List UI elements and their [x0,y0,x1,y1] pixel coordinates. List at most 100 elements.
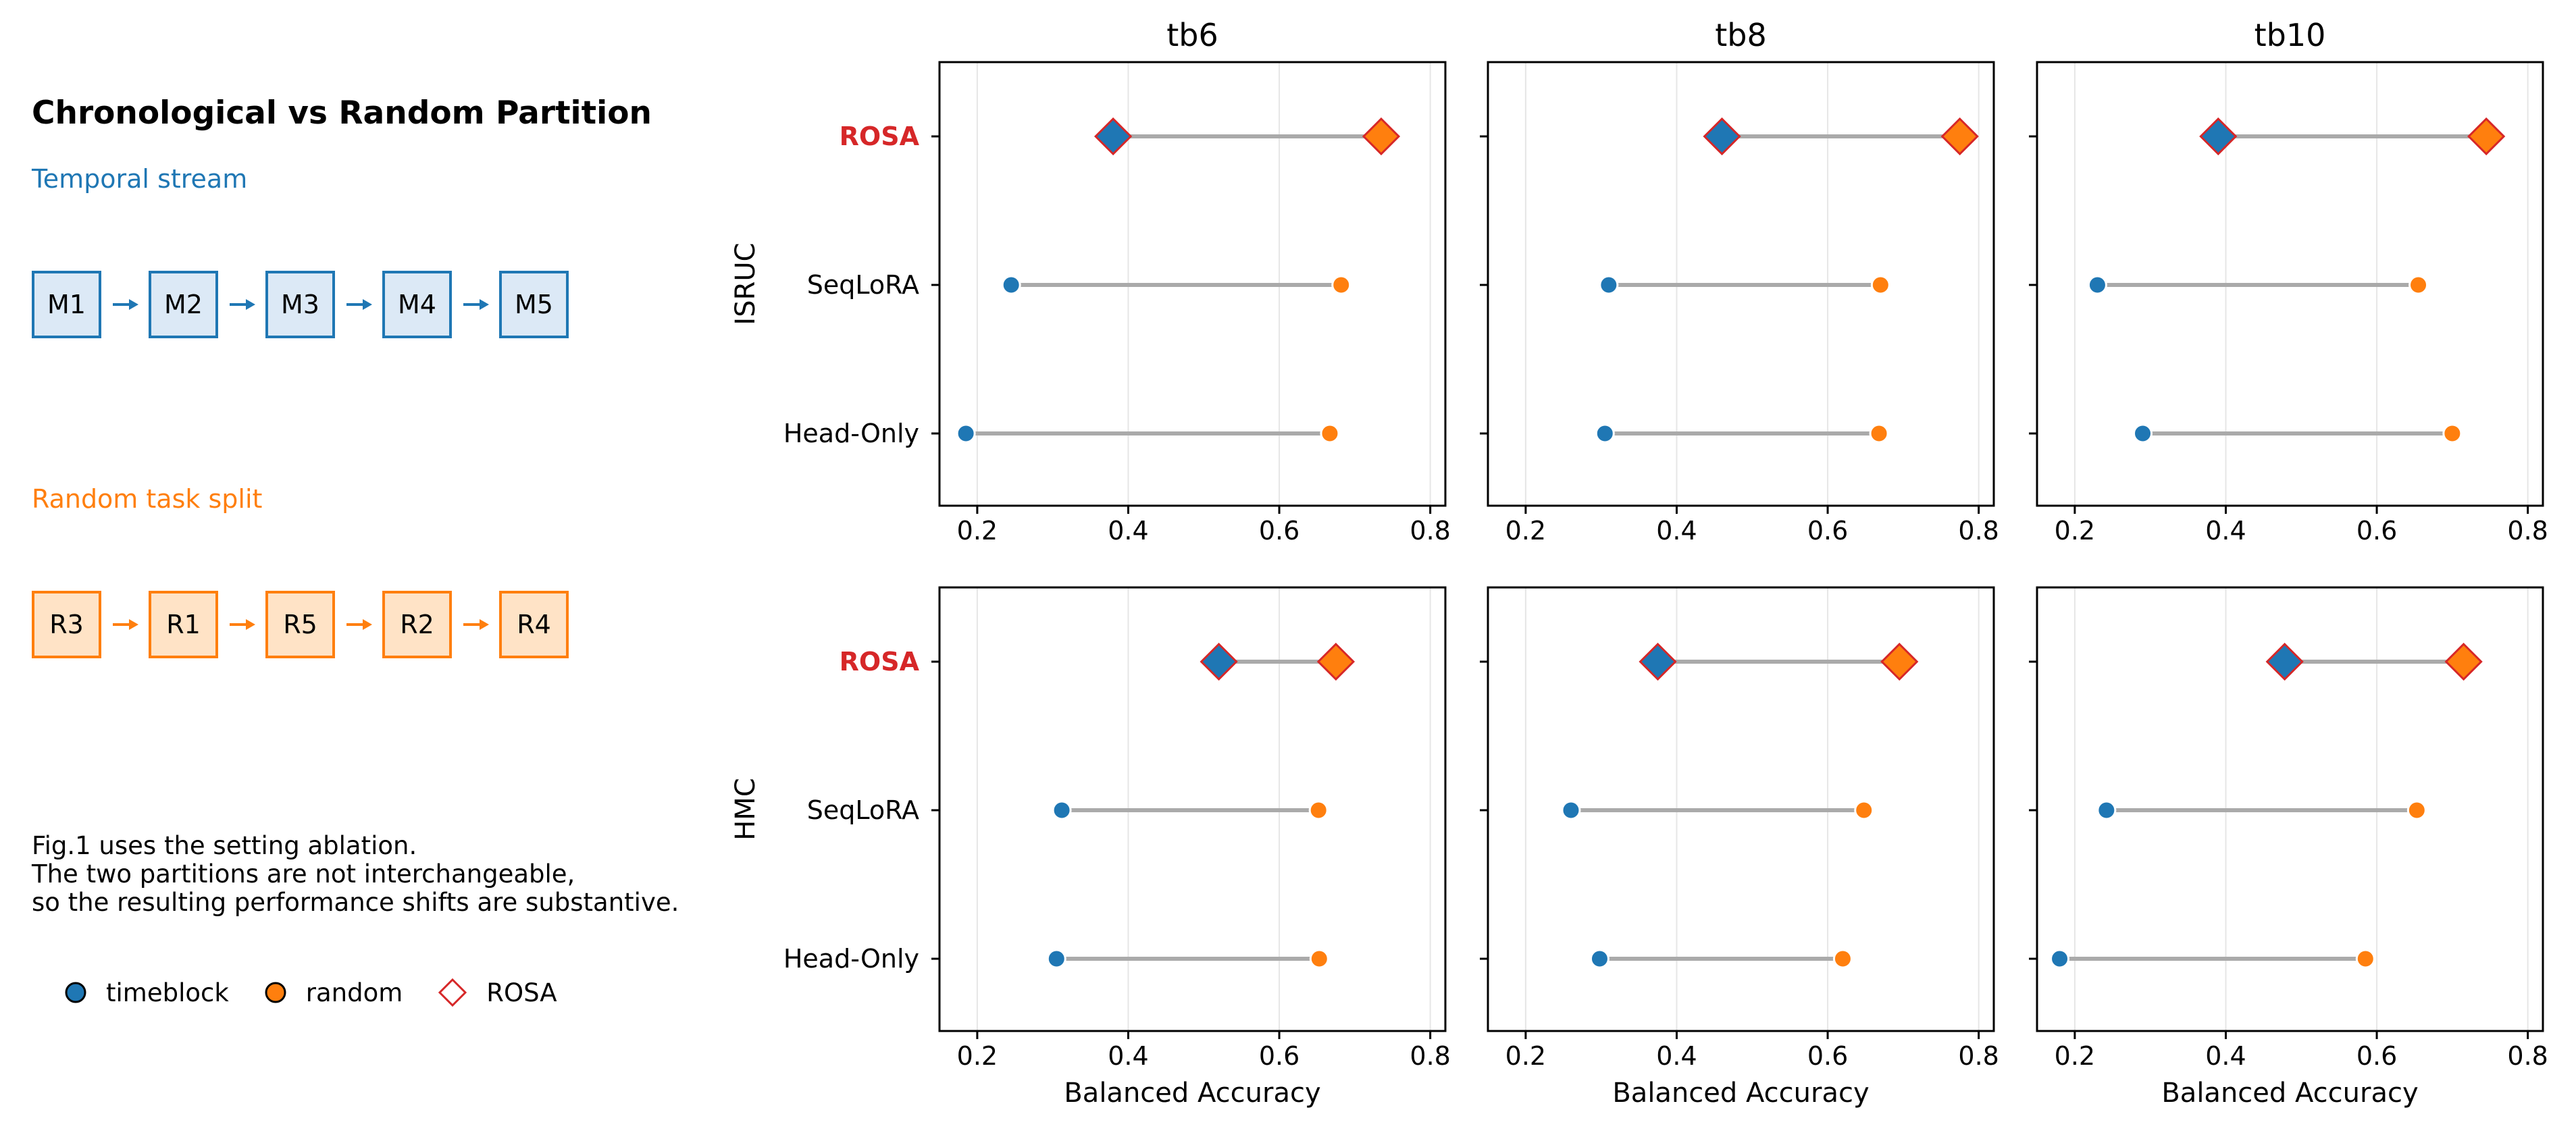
method-label: Head-Only [783,419,919,448]
random-marker-icon [265,982,286,1003]
x-tick-label: 0.4 [2205,1041,2246,1071]
temporal-box-m2: M2 [149,271,218,338]
random-point [2408,275,2429,295]
temporal-stream-flow: M1 M2 M3 M4 M5 [32,271,569,338]
random-point [1331,275,1351,295]
legend: timeblock random ROSA [64,978,592,1007]
x-tick-label: 0.2 [2055,1041,2095,1071]
x-tick-label: 0.4 [1108,1041,1148,1071]
timeblock-point [1052,800,1072,820]
rosa-random-marker [2467,117,2506,156]
rosa-timeblock-marker [1639,642,1677,681]
legend-label: timeblock [106,978,229,1007]
arrow-right-icon [101,271,149,338]
method-label: SeqLoRA [807,270,919,300]
temporal-box-m1: M1 [32,271,101,338]
rosa-timeblock-marker [1703,117,1741,156]
random-point [2406,800,2427,820]
panel-isruc-tb8: 0.2 0.4 0.6 0.8 tb8 [1480,17,1999,546]
random-box-r1: R1 [149,591,218,658]
legend-label: ROSA [486,978,557,1007]
timeblock-point [1589,949,1609,969]
rosa-random-marker [1940,117,1979,156]
panel-hmc-tb10: 0.2 0.4 0.6 0.8 Balanced Accuracy [2029,586,2548,1109]
timeblock-point [2050,949,2070,969]
timeblock-point [2087,275,2107,295]
x-tick-label: 0.4 [2205,516,2246,546]
temporal-box-m5: M5 [499,271,569,338]
arrow-right-icon [218,591,265,658]
rosa-random-marker [1316,642,1356,681]
x-tick-label: 0.8 [1958,1041,1999,1071]
method-label: ROSA [840,647,920,677]
arrow-right-icon [218,271,265,338]
arrow-right-icon [335,591,382,658]
column-title: tb6 [1166,17,1218,53]
timeblock-point [956,423,976,444]
legend-item-random: random [264,978,403,1007]
x-tick-label: 0.6 [1259,1041,1299,1071]
legend-item-rosa: ROSA [438,978,557,1007]
x-tick-label: 0.4 [1656,1041,1697,1071]
timeblock-point [2096,800,2117,820]
x-tick-label: 0.6 [1259,516,1299,546]
rosa-diamond-icon [438,978,467,1007]
column-title: tb10 [2255,17,2326,53]
method-label: Head-Only [783,944,919,974]
x-tick-label: 0.4 [1108,516,1148,546]
left-panel: Chronological vs Random Partition Tempor… [0,0,743,1137]
random-point [1832,949,1853,969]
method-label: SeqLoRA [807,795,919,825]
x-tick-label: 0.2 [957,516,998,546]
rosa-random-marker [2444,642,2483,681]
caption-note: Fig.1 uses the setting ablation. The two… [32,832,679,917]
panel-isruc-tb10: 0.2 0.4 0.6 0.8 tb10 [2029,17,2548,546]
x-axis-label: Balanced Accuracy [1064,1078,1320,1109]
timeblock-marker-icon [65,982,86,1003]
x-axis-label: Balanced Accuracy [2161,1078,2418,1109]
random-point [1869,423,1889,444]
rosa-timeblock-marker [2265,642,2304,681]
note-line: Fig.1 uses the setting ablation. [32,831,417,860]
random-point [1870,275,1890,295]
rosa-random-marker [1362,117,1401,156]
x-tick-label: 0.8 [2507,516,2548,546]
x-tick-label: 0.2 [1505,1041,1546,1071]
panel-title: Chronological vs Random Partition [32,95,652,132]
random-point [1320,423,1340,444]
temporal-box-m4: M4 [382,271,452,338]
random-point [1308,800,1329,820]
x-tick-label: 0.8 [2507,1041,2548,1071]
rosa-random-marker [1880,642,1919,681]
random-point [1309,949,1329,969]
row-label: ISRUC [730,242,761,325]
x-tick-label: 0.8 [1958,516,1999,546]
column-title: tb8 [1715,17,1767,53]
note-line: so the resulting performance shifts are … [32,888,679,917]
timeblock-point [1561,800,1581,820]
x-tick-label: 0.6 [2356,1041,2397,1071]
random-split-label: Random task split [32,484,263,514]
legend-item-timeblock: timeblock [64,978,229,1007]
random-box-r3: R3 [32,591,101,658]
x-tick-label: 0.6 [1807,516,1848,546]
x-tick-label: 0.8 [1410,1041,1450,1071]
arrow-right-icon [101,591,149,658]
arrow-right-icon [452,591,499,658]
x-tick-label: 0.8 [1410,516,1450,546]
timeblock-point [2133,423,2153,444]
timeblock-point [1599,275,1619,295]
timeblock-point [1001,275,1021,295]
panel-hmc-tb6: 0.2 0.4 0.6 0.8 ROSA SeqLoRA Head-Only Balanced… [730,586,1451,1109]
note-line: The two partitions are not interchangeab… [32,860,575,889]
random-box-r2: R2 [382,591,452,658]
rosa-timeblock-marker [2199,117,2238,156]
random-box-r5: R5 [265,591,335,658]
temporal-stream-label: Temporal stream [32,164,248,194]
x-tick-label: 0.2 [1505,516,1546,546]
x-tick-label: 0.6 [1807,1041,1848,1071]
arrow-right-icon [335,271,382,338]
rosa-timeblock-marker [1093,117,1133,156]
random-point [2355,949,2375,969]
